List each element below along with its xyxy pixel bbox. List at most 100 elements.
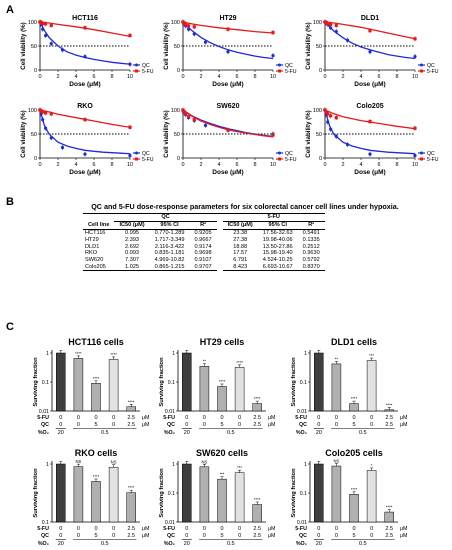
bar xyxy=(126,492,136,523)
chart-title: SW620 cells xyxy=(196,448,248,458)
significance-label: ** xyxy=(203,359,207,364)
x-tick-label: 10 xyxy=(270,74,276,80)
significance-label: * xyxy=(371,463,373,468)
y-tick-label: 0 xyxy=(34,156,37,162)
y-tick-label: 1 xyxy=(172,462,175,468)
table-cell: 0.995 xyxy=(125,229,140,236)
y-tick-label: 0.01 xyxy=(165,409,175,415)
data-point-5fu xyxy=(324,110,328,114)
significance-label: **** xyxy=(128,485,135,490)
bar xyxy=(349,494,359,523)
table-cell: Colo205 xyxy=(83,263,115,272)
bar xyxy=(384,409,394,412)
table-cell: 27.38 xyxy=(233,236,248,243)
row-label-5fu: 5-FU xyxy=(163,526,175,532)
data-point-qc xyxy=(345,38,350,42)
significance-label: **** xyxy=(386,505,393,510)
data-point-qc xyxy=(44,126,48,130)
x-tick-label: 4 xyxy=(359,162,362,168)
fu-dose-label: 0 xyxy=(203,526,206,532)
fu-unit: μM xyxy=(142,415,149,421)
y-tick-label: 1 xyxy=(304,351,307,357)
qc-dose-label: 0 xyxy=(203,422,206,428)
fu-dose-label: 0 xyxy=(203,415,206,421)
legend-marker-5fu xyxy=(278,157,281,161)
qc-dose-label: 0 xyxy=(317,533,320,539)
legend-marker-qc xyxy=(420,151,423,155)
bar xyxy=(384,511,394,523)
data-point-qc xyxy=(203,123,208,127)
data-point-qc xyxy=(329,26,333,30)
data-point-qc xyxy=(413,54,417,59)
x-tick-label: 0 xyxy=(323,74,326,80)
data-point-5fu xyxy=(192,25,196,29)
row-label-qc: QC xyxy=(41,422,49,428)
fu-dose-label: 0 xyxy=(77,526,80,532)
x-tick-label: 8 xyxy=(110,162,113,168)
data-point-qc xyxy=(41,27,45,31)
fu-dose-label: 0 xyxy=(238,526,241,532)
row-label-qc: QC xyxy=(167,533,175,539)
table-cell: 0.9667 xyxy=(194,236,212,243)
y-axis-label: Surviving fraction xyxy=(291,357,297,407)
x-tick-label: 0 xyxy=(181,74,184,80)
data-point-qc xyxy=(60,48,65,52)
qc-unit: μM xyxy=(268,422,275,428)
legend-label-qc: QC xyxy=(285,63,293,69)
table-cell: 17.56-32.63 xyxy=(262,229,293,236)
table-cell: 8.423 xyxy=(222,263,258,272)
qc-dose-label: 0 xyxy=(112,422,115,428)
x-tick-label: 10 xyxy=(127,162,133,168)
data-point-qc xyxy=(192,32,196,36)
data-point-qc xyxy=(368,50,372,54)
panel-label-b: B xyxy=(6,196,14,208)
legend-label-qc: QC xyxy=(285,151,293,157)
qc-unit: μM xyxy=(142,533,149,539)
data-point-5fu xyxy=(49,112,53,116)
data-point-5fu xyxy=(44,22,48,26)
significance-label: NS xyxy=(201,459,207,464)
x-tick-label: 10 xyxy=(127,74,133,80)
table-header-row: Cell line IC50 (μM) 95% CI R² IC50 (μM) 95% C… xyxy=(83,221,325,230)
data-point-qc xyxy=(334,30,338,34)
significance-label: **** xyxy=(75,351,82,356)
y-tick-label: 50 xyxy=(174,132,180,138)
x-tick-label: 8 xyxy=(253,162,256,168)
fit-curve-qc xyxy=(182,21,274,60)
fu-dose-label: 0 xyxy=(317,526,320,532)
row-label-o2: %O₂ xyxy=(164,541,176,547)
table-cell: 0.9698 xyxy=(194,250,212,257)
legend-label-qc: QC xyxy=(142,63,150,69)
data-point-5fu xyxy=(184,112,188,116)
data-point-5fu xyxy=(271,133,275,137)
fu-dose-label: 0 xyxy=(59,526,62,532)
significance-label: **** xyxy=(351,396,358,401)
legend-label-5fu: 5-FU xyxy=(142,157,154,163)
x-tick-label: 6 xyxy=(92,162,95,168)
y-tick-label: 1 xyxy=(172,351,175,357)
bar xyxy=(182,463,192,523)
qc-dose-label: 2.5 xyxy=(127,533,135,539)
fu-dose-label: 0 xyxy=(317,415,320,421)
data-point-qc xyxy=(345,142,350,147)
qc-dose-label: 0 xyxy=(238,533,241,539)
legend-label-5fu: 5-FU xyxy=(427,157,439,163)
data-point-5fu xyxy=(326,112,330,116)
fu-dose-label: 0 xyxy=(370,415,373,421)
fu-unit: μM xyxy=(268,415,275,421)
table-cell: 13.50-27.86 xyxy=(262,243,293,250)
bar xyxy=(349,403,359,412)
table-column-header: IC50 (μM) xyxy=(222,221,258,230)
data-point-5fu xyxy=(413,126,417,130)
fu-unit: μM xyxy=(268,526,275,532)
x-axis-label: Dose (μM) xyxy=(212,81,243,88)
data-point-5fu xyxy=(334,23,338,27)
x-tick-label: 8 xyxy=(110,74,113,80)
table-row: SW620 7.307 4.969-10.82 0.9107 6.791 4.524-10… xyxy=(83,257,325,264)
x-tick-label: 10 xyxy=(270,162,276,168)
significance-label: NS xyxy=(111,460,117,465)
data-point-5fu xyxy=(326,21,330,26)
table-row: RKO 0.993 0.835-1.181 0.9698 17.57 15.98-19.4… xyxy=(83,250,325,257)
fu-dose-label: 0 xyxy=(77,415,80,421)
